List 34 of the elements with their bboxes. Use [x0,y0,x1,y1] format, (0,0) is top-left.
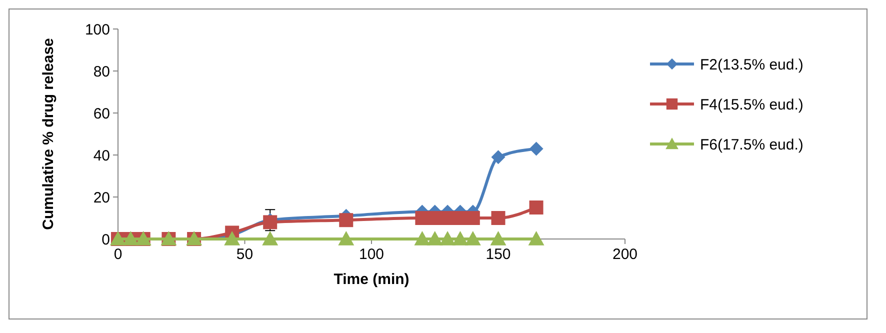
point [466,211,480,225]
y-tick-label: 40 [93,147,110,164]
point [426,231,443,246]
y-tick-label: 60 [93,105,110,122]
point [529,142,544,156]
y-tick-label: 0 [102,231,110,248]
point [415,211,430,225]
legend-label: F4(15.5% eud.) [700,96,804,114]
y-tick-label: 100 [84,21,110,38]
point [440,231,456,246]
y-tick-label: 20 [93,189,110,206]
y-axis-title: Cumulative % drug release [40,38,57,230]
x-axis-title: Time (min) [334,271,410,288]
point [491,211,506,225]
point [224,231,240,246]
point [339,213,354,228]
point [490,231,506,246]
point [464,231,481,246]
point [338,231,354,246]
point [452,231,468,246]
point [453,211,468,225]
x-tick-label: 0 [114,246,122,263]
legend-label: F6(17.5% eud.) [700,136,804,154]
point [528,231,544,246]
x-tick-label: 50 [236,246,254,263]
y-tick-label: 80 [93,63,110,80]
x-tick-label: 150 [486,246,511,263]
legend-label: F2(13.5% eud.) [700,56,804,74]
point [491,150,506,164]
point [414,231,430,246]
x-tick-label: 200 [612,246,638,263]
point [529,200,544,214]
x-tick-label: 100 [358,246,384,263]
point [262,231,278,246]
